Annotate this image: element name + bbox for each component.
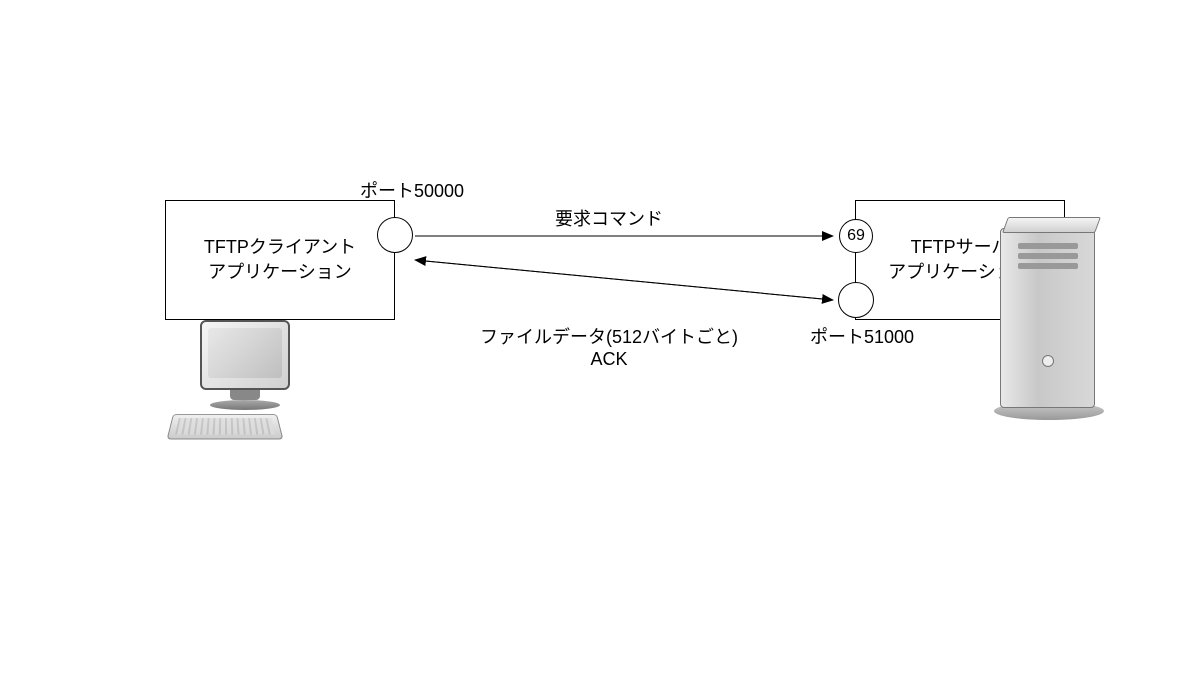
server-port-69-value: 69 (847, 227, 865, 245)
server-tower-icon (1000, 228, 1104, 420)
server-data-port-circle (838, 282, 874, 318)
client-box: TFTPクライアント アプリケーション (165, 200, 395, 320)
tftp-diagram: TFTPクライアント アプリケーション ポート50000 TFTPサーバ アプリ… (0, 0, 1200, 700)
server-port-69-circle: 69 (839, 219, 873, 253)
client-label-2: アプリケーション (208, 260, 352, 285)
request-arrow-label: 要求コマンド (555, 205, 663, 231)
server-label-1: TFTPサーバ (911, 235, 1010, 260)
data-arrow-label: ファイルデータ(512バイトごと) ACK (480, 323, 738, 370)
desktop-computer-icon (200, 320, 290, 440)
data-arrow-label-1: ファイルデータ(512バイトごと) (480, 323, 738, 349)
data-arrow-label-2: ACK (480, 349, 738, 370)
client-label-1: TFTPクライアント (204, 235, 356, 260)
client-port-circle (377, 217, 413, 253)
client-port-label: ポート50000 (360, 177, 464, 203)
server-data-port-label: ポート51000 (810, 323, 914, 349)
